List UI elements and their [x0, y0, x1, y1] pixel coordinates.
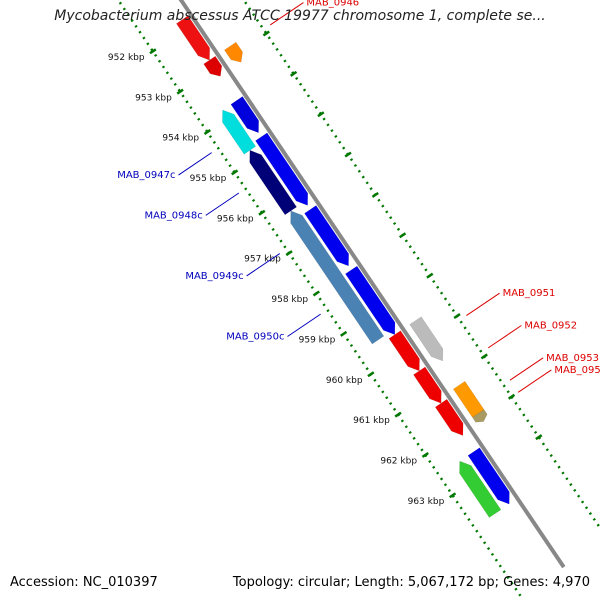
- ruler-tick: [289, 70, 298, 77]
- ruler-tick: [507, 393, 516, 400]
- gene-feature-arrow[interactable]: [409, 316, 444, 362]
- gene-label[interactable]: MAB_0951: [503, 288, 556, 299]
- topology-summary: Topology: circular; Length: 5,067,172 bp…: [232, 575, 590, 590]
- ruler-tick: [448, 492, 457, 499]
- ruler-tick-label: 953 kbp: [135, 93, 172, 103]
- ruler-tick: [480, 353, 488, 360]
- feature-layer: [176, 15, 510, 518]
- ruler-tick: [176, 88, 184, 95]
- gene-label[interactable]: MAB_0952: [524, 321, 577, 332]
- ruler-tick: [367, 371, 375, 378]
- ruler-tick-label: 961 kbp: [353, 416, 390, 426]
- ruler-tick-label: 962 kbp: [380, 457, 417, 467]
- gene-label-leader: [466, 292, 500, 317]
- ruler-tick: [203, 129, 211, 136]
- gene-label-leader: [246, 253, 281, 277]
- gene-label[interactable]: MAB_0950c: [226, 331, 284, 342]
- gene-label[interactable]: MAB_0954: [554, 365, 600, 376]
- gene-feature-arrow[interactable]: [413, 366, 442, 404]
- ruler-tick-label: 963 kbp: [408, 497, 445, 507]
- gene-feature-arrow[interactable]: [290, 210, 385, 345]
- gene-feature-arrow[interactable]: [255, 132, 309, 206]
- ruler-tick-label: 956 kbp: [217, 214, 254, 224]
- gene-label[interactable]: MAB_0947c: [117, 170, 175, 181]
- ruler-tick: [312, 290, 320, 297]
- ruler-tick-label: 957 kbp: [244, 255, 281, 265]
- ruler-tick: [262, 30, 270, 37]
- accession-text: Accession: NC_010397: [10, 575, 158, 590]
- gene-feature-arrow[interactable]: [176, 15, 210, 61]
- gene-label-leader: [487, 325, 522, 349]
- ruler-tick-label: 954 kbp: [162, 134, 199, 144]
- gene-feature-arrow[interactable]: [224, 41, 243, 63]
- gene-feature-arrow[interactable]: [434, 398, 464, 436]
- gene-feature-arrow[interactable]: [459, 460, 502, 518]
- ruler-tick: [149, 48, 157, 55]
- gene-label[interactable]: MAB_0949c: [185, 271, 243, 282]
- ruler-tick: [398, 232, 407, 239]
- ruler-tick: [426, 272, 434, 279]
- gene-label-leader: [517, 369, 552, 393]
- ruler-tick: [344, 151, 352, 158]
- ruler-dotted-line-left: [116, 0, 522, 597]
- ruler-tick: [453, 313, 461, 320]
- gene-label[interactable]: MAB_0948c: [144, 210, 202, 221]
- sequence-backbone: [178, 0, 566, 569]
- ruler-tick: [421, 451, 429, 458]
- gene-label[interactable]: MAB_0953: [546, 353, 599, 364]
- gene-label-leader: [269, 2, 304, 26]
- ruler-tick: [371, 191, 379, 198]
- backbone-layer: [178, 0, 566, 569]
- ruler-tick: [340, 330, 348, 337]
- gene-label-layer: MAB_0946 MAB_0947c MAB_0948c MAB_0949c MAB_0…: [117, 0, 600, 393]
- map-title: Mycobacterium abscessus ATCC 19977 chrom…: [54, 8, 546, 24]
- gene-label-leader: [205, 192, 240, 216]
- gene-feature-arrow[interactable]: [203, 55, 223, 77]
- ruler-tick-label: 959 kbp: [299, 335, 336, 345]
- gene-feature-arrow[interactable]: [472, 409, 488, 423]
- ruler-tick: [317, 111, 325, 118]
- ruler-tick: [231, 169, 239, 176]
- gene-label-leader: [509, 357, 544, 381]
- ruler-tick: [535, 434, 543, 441]
- ruler-tick-label: 960 kbp: [326, 376, 363, 386]
- ruler-tick-label: 952 kbp: [108, 53, 145, 63]
- ruler-layer: 952 kbp 953 kbp 954 kbp 955 kbp 956 kbp 957 k…: [108, 0, 600, 597]
- ruler-tick: [258, 209, 266, 216]
- gene-label-leader: [287, 313, 321, 337]
- gene-label-leader: [178, 152, 212, 176]
- ruler-tick: [394, 411, 402, 418]
- gene-feature-arrow[interactable]: [345, 265, 396, 335]
- ruler-tick: [285, 250, 293, 257]
- gene-feature-arrow[interactable]: [230, 96, 259, 134]
- gene-label[interactable]: MAB_0946: [306, 0, 359, 9]
- gene-feature-arrow[interactable]: [222, 109, 257, 155]
- ruler-tick-label: 958 kbp: [271, 295, 308, 305]
- gene-feature-arrow[interactable]: [467, 447, 510, 505]
- ruler-tick-label: 955 kbp: [190, 174, 227, 184]
- gene-feature-arrow[interactable]: [304, 205, 349, 267]
- gene-feature-arrow[interactable]: [388, 330, 420, 372]
